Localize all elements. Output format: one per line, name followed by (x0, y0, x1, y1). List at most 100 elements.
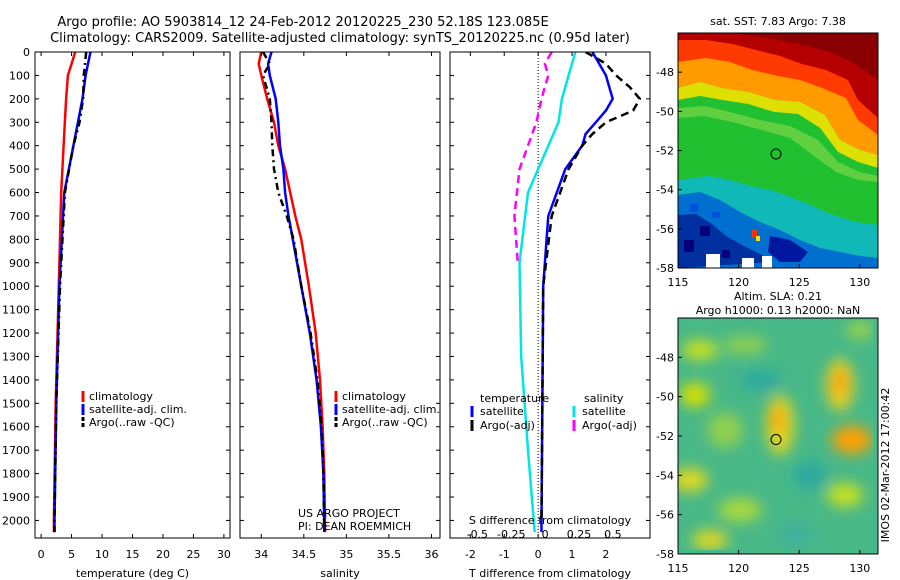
x-tick-label: 20 (156, 548, 170, 561)
sla-map-argo-marker (770, 434, 782, 446)
salinity-series-3-line (261, 52, 326, 533)
salinity-x-axis-label: salinity (320, 567, 360, 580)
sst-map: sat. SST: 7.83 Argo: 7.38 115 120 125 130 -4… (656, 15, 879, 289)
pi-annotation: PI: DEAN ROEMMICH (298, 520, 411, 533)
sst-map-argo-marker (770, 148, 782, 160)
difference-series-2-line (540, 52, 642, 521)
x-tick-label: 0 (38, 548, 45, 561)
pi-annotation: US ARGO PROJECT (298, 507, 400, 520)
map-x-tick-label: 120 (728, 562, 749, 575)
temperature-profile-chart: 0100200300400500600700800900100011001200… (2, 46, 231, 580)
map-y-tick-label: -48 (656, 351, 674, 364)
x-tick-label: 0 (535, 548, 542, 561)
map-x-tick-label: 120 (728, 276, 749, 289)
legend-entry: Argo(-adj) (582, 419, 637, 432)
sla-map-image (678, 318, 878, 554)
x2-tick-label: -0.25 (497, 528, 525, 541)
salinity-series-group (257, 52, 327, 533)
difference-x-axis-label: T difference from climatology (468, 567, 631, 580)
difference-x2-axis-label: S difference from climatology (469, 514, 632, 527)
map-x-tick-label: 125 (789, 276, 810, 289)
y-tick-label: 400 (9, 140, 30, 153)
map-y-tick-label: -58 (656, 548, 674, 561)
y-tick-label: 1000 (2, 280, 30, 293)
y-tick-label: 1600 (2, 421, 30, 434)
map-x-tick-label: 130 (849, 562, 870, 575)
y-tick-label: 800 (9, 233, 30, 246)
map-y-tick-label: -56 (656, 509, 674, 522)
sla-map-title: Altim. SLA: 0.21 (734, 290, 822, 303)
sla-map-ticks: 115 120 125 130 -48 -50 -52 -54 -56 -58 (656, 351, 870, 575)
legend-entry: climatology (89, 390, 153, 403)
x-tick-label: 25 (186, 548, 200, 561)
map-x-tick-label: 115 (668, 276, 689, 289)
y-tick-label: 1500 (2, 397, 30, 410)
sst-map-image (678, 33, 878, 268)
temperature-series-1-line (52, 52, 77, 533)
x-tick-label: 1 (569, 548, 576, 561)
y-tick-label: 1400 (2, 374, 30, 387)
y-tick-label: 900 (9, 257, 30, 270)
map-x-tick-label: 115 (668, 562, 689, 575)
figure-title-line2: Climatology: CARS2009. Satellite-adjuste… (50, 31, 630, 46)
salinity-profile-chart: 34 34.5 35 35.5 36 salinity climatologysatelli… (239, 51, 441, 580)
map-x-tick-label: 125 (789, 562, 810, 575)
difference-series-4-line (513, 52, 553, 263)
difference-axes-frame (449, 51, 651, 539)
map-y-tick-label: -48 (656, 66, 674, 79)
x2-tick-label: 0 (542, 528, 549, 541)
x-tick-label: 2 (602, 548, 609, 561)
x-tick-label: 34.5 (292, 548, 317, 561)
x-tick-label: 36 (424, 548, 438, 561)
x-tick-label: 10 (95, 548, 109, 561)
difference-series-1-line (540, 52, 614, 533)
salinity-axes-frame (239, 51, 441, 539)
y-tick-label: 1100 (2, 304, 30, 317)
legend-entry: satellite (582, 405, 626, 418)
salinity-series-1-line (257, 52, 327, 533)
x-tick-label: 30 (217, 548, 231, 561)
map-y-tick-label: -56 (656, 223, 674, 236)
map-y-tick-label: -52 (656, 145, 674, 158)
y-tick-label: 1900 (2, 491, 30, 504)
temperature-series-group (52, 52, 92, 533)
salinity-series-2-line (266, 52, 326, 533)
y-tick-label: 300 (9, 116, 30, 129)
legend-title-temperature: temperature (480, 392, 549, 405)
y-tick-label: 1200 (2, 327, 30, 340)
x-tick-label: 34 (254, 548, 268, 561)
y-tick-label: 1300 (2, 350, 30, 363)
x-tick-label: -1 (499, 548, 510, 561)
legend-entry: satellite-adj. clim. (342, 403, 440, 416)
y-tick-label: 2000 (2, 514, 30, 527)
y-tick-label: 500 (9, 163, 30, 176)
legend-entry: satellite (480, 405, 524, 418)
imos-timestamp-label: IMOS 02-Mar-2012 17:00:42 (879, 388, 892, 543)
temperature-x-axis-label: temperature (deg C) (76, 567, 189, 580)
y-tick-label: 700 (9, 210, 30, 223)
map-y-tick-label: -58 (656, 262, 674, 275)
difference-series-group (513, 52, 642, 533)
x-tick-label: 35 (339, 548, 353, 561)
x-tick-label: 5 (68, 548, 75, 561)
map-y-tick-label: -50 (656, 105, 674, 118)
map-x-tick-label: 130 (849, 276, 870, 289)
y-tick-label: 1800 (2, 468, 30, 481)
y-tick-label: 1700 (2, 444, 30, 457)
legend-entry: Argo(..raw -QC) (89, 416, 175, 429)
legend-entry: satellite-adj. clim. (89, 403, 187, 416)
temperature-series-3-line (53, 52, 88, 533)
sst-map-ticks: 115 120 125 130 -48 -50 -52 -54 -56 -58 (656, 66, 870, 289)
x2-tick-label: -0.5 (467, 528, 488, 541)
legend-entry: climatology (342, 390, 406, 403)
map-y-tick-label: -50 (656, 391, 674, 404)
sla-map-subtitle: Argo h1000: 0.13 h2000: NaN (696, 304, 861, 317)
legend-entry: Argo(..raw -QC) (342, 416, 428, 429)
y-tick-label: 200 (9, 93, 30, 106)
legend-entry: Argo(-adj) (480, 419, 535, 432)
map-y-tick-label: -54 (656, 184, 674, 197)
y-tick-label: 600 (9, 187, 30, 200)
difference-series-3-line (518, 52, 577, 533)
map-y-tick-label: -54 (656, 469, 674, 482)
